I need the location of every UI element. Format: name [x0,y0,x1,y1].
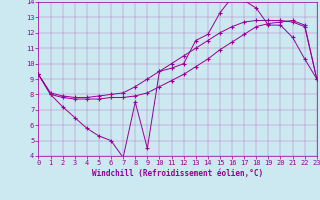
X-axis label: Windchill (Refroidissement éolien,°C): Windchill (Refroidissement éolien,°C) [92,169,263,178]
